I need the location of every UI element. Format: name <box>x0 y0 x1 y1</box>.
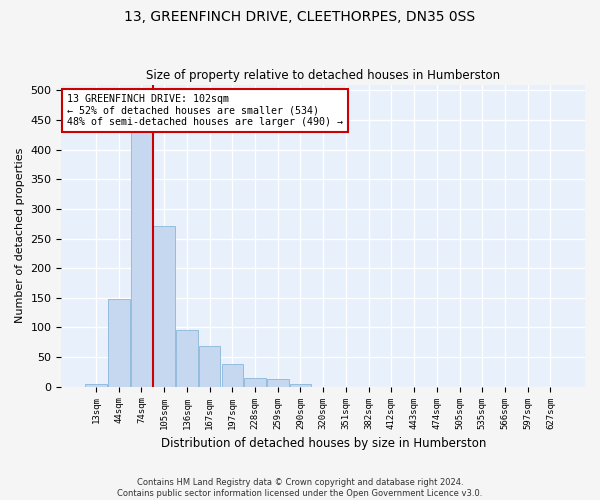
Bar <box>244 378 266 386</box>
Title: Size of property relative to detached houses in Humberston: Size of property relative to detached ho… <box>146 69 500 82</box>
X-axis label: Distribution of detached houses by size in Humberston: Distribution of detached houses by size … <box>161 437 486 450</box>
Bar <box>290 384 311 386</box>
Text: Contains HM Land Registry data © Crown copyright and database right 2024.
Contai: Contains HM Land Registry data © Crown c… <box>118 478 482 498</box>
Bar <box>199 346 220 387</box>
Bar <box>176 330 197 386</box>
Bar <box>221 364 243 386</box>
Bar <box>131 120 152 386</box>
Bar <box>85 384 107 386</box>
Bar <box>154 226 175 386</box>
Text: 13 GREENFINCH DRIVE: 102sqm
← 52% of detached houses are smaller (534)
48% of se: 13 GREENFINCH DRIVE: 102sqm ← 52% of det… <box>67 94 343 127</box>
Y-axis label: Number of detached properties: Number of detached properties <box>15 148 25 324</box>
Bar <box>108 299 130 386</box>
Text: 13, GREENFINCH DRIVE, CLEETHORPES, DN35 0SS: 13, GREENFINCH DRIVE, CLEETHORPES, DN35 … <box>124 10 476 24</box>
Bar <box>267 379 289 386</box>
